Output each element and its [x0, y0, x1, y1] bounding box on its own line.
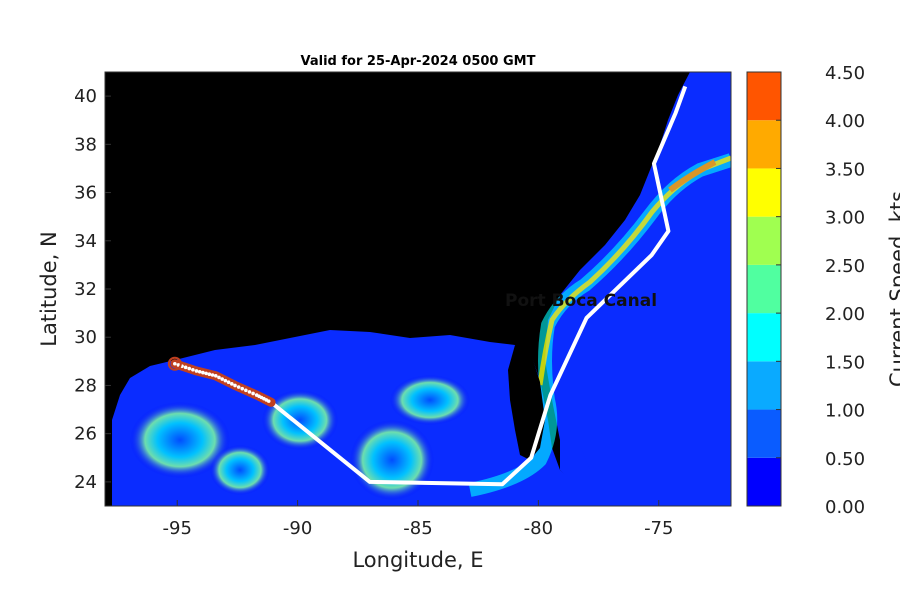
track-point: [187, 366, 192, 371]
track-point: [266, 399, 271, 403]
track-point: [173, 361, 177, 366]
x-tick-label: -90: [283, 518, 312, 539]
colorbar-segment: [747, 409, 781, 458]
ship-route: [269, 85, 688, 487]
track-start-marker: [167, 356, 182, 371]
track-point: [220, 377, 224, 381]
colorbar-label: Current Speed, kts: [886, 191, 900, 387]
track-point: [191, 367, 195, 372]
colorbar-segment: [747, 72, 781, 121]
colorbar-segment: [747, 168, 781, 217]
track-point: [236, 385, 241, 389]
colorbar-frame: [746, 71, 782, 507]
track-point: [210, 373, 215, 377]
y-tick-label: 26: [74, 424, 97, 445]
x-tick-label: -75: [644, 518, 673, 539]
colorbar-tick-label: 2.00: [825, 304, 865, 325]
y-tick-label: 34: [74, 231, 97, 252]
track-point: [223, 378, 228, 383]
y-tick-label: 38: [74, 134, 97, 155]
map-title: Valid for 25-Apr-2024 0500 GMT: [301, 54, 536, 69]
track-point: [230, 382, 234, 386]
bahamas-land: [560, 440, 590, 485]
track-point: [251, 391, 255, 396]
track-point: [226, 380, 231, 385]
y-tick-label: 40: [74, 86, 97, 107]
colorbar-tick-label: 0.00: [825, 497, 865, 518]
colorbar: 0.00 0.50 1.00 1.50 2.00 2.50 3.00 3.50 4.00 4.50: [746, 63, 865, 518]
y-tick-label: 32: [74, 279, 97, 300]
colorbar-segment: [747, 120, 781, 169]
track-point: [197, 369, 202, 374]
x-tick-label: -85: [403, 518, 432, 539]
track-point: [201, 370, 205, 375]
x-tick-label: -80: [524, 518, 553, 539]
track-point: [176, 363, 181, 367]
y-tick-label: 36: [74, 183, 97, 204]
plot-area: [105, 72, 731, 506]
colorbar-segment: [747, 457, 781, 506]
y-tick-label: 30: [74, 327, 97, 348]
track-point: [247, 390, 252, 394]
y-axis-ticks: 24 26 28 30 32 34 36 38 40: [74, 86, 111, 493]
track-point: [217, 375, 221, 380]
y-tick-label: 28: [74, 375, 97, 396]
track-point: [240, 386, 245, 391]
colorbar-tick-label: 4.00: [825, 111, 865, 132]
colorbar-tick-label: 2.50: [825, 256, 865, 277]
florida-land: [508, 345, 545, 460]
track-point: [194, 369, 199, 373]
colorbar-tick-label: 3.50: [825, 159, 865, 180]
forecast-track: [167, 356, 276, 407]
colorbar-segment: [747, 313, 781, 362]
x-axis-label: Longitude, E: [352, 548, 483, 572]
colorbar-segment: [747, 361, 781, 410]
colorbar-tick-label: 1.50: [825, 352, 865, 373]
colorbar-segment: [747, 264, 781, 314]
track-point: [244, 388, 248, 393]
colorbar-segment: [747, 216, 781, 265]
y-tick-label: 24: [74, 472, 97, 493]
track-point: [204, 371, 208, 376]
x-axis-ticks: -95 -90 -85 -80 -75: [163, 500, 673, 539]
y-axis-label: Latitude, N: [37, 231, 61, 347]
current-features: [130, 153, 731, 500]
colorbar-tick-label: 4.50: [825, 63, 865, 84]
track-point: [233, 383, 237, 388]
colorbar-tick-label: 1.00: [825, 401, 865, 422]
x-tick-label: -95: [163, 518, 192, 539]
track-point: [183, 365, 188, 370]
overlay-label: Port Boca Canal: [505, 291, 657, 311]
colorbar-tick-label: 3.00: [825, 208, 865, 229]
track-point: [207, 372, 212, 376]
track-point: [213, 374, 218, 378]
colorbar-tick-label: 0.50: [825, 449, 865, 470]
